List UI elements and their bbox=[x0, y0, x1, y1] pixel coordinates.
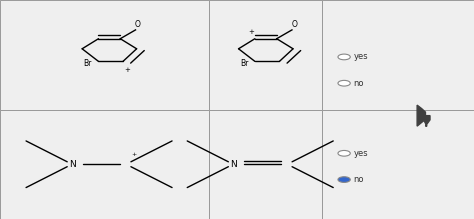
Text: N: N bbox=[230, 160, 237, 169]
Text: no: no bbox=[354, 175, 364, 184]
Text: yes: yes bbox=[354, 149, 368, 158]
Text: Br: Br bbox=[240, 59, 248, 68]
FancyBboxPatch shape bbox=[322, 0, 474, 110]
Text: yes: yes bbox=[354, 52, 368, 62]
Text: +: + bbox=[248, 29, 254, 35]
Circle shape bbox=[338, 177, 350, 182]
FancyBboxPatch shape bbox=[322, 110, 474, 219]
Text: no: no bbox=[354, 79, 364, 88]
Text: +: + bbox=[131, 152, 136, 157]
Text: N: N bbox=[69, 160, 76, 169]
Circle shape bbox=[338, 150, 350, 156]
Text: +: + bbox=[124, 67, 130, 73]
Text: O: O bbox=[291, 20, 297, 29]
Polygon shape bbox=[417, 105, 430, 126]
FancyBboxPatch shape bbox=[209, 110, 322, 219]
Text: O: O bbox=[135, 20, 141, 29]
FancyBboxPatch shape bbox=[209, 0, 322, 110]
Circle shape bbox=[338, 80, 350, 86]
FancyBboxPatch shape bbox=[0, 0, 209, 110]
Circle shape bbox=[338, 54, 350, 60]
FancyBboxPatch shape bbox=[0, 110, 209, 219]
Text: Br: Br bbox=[83, 59, 92, 68]
